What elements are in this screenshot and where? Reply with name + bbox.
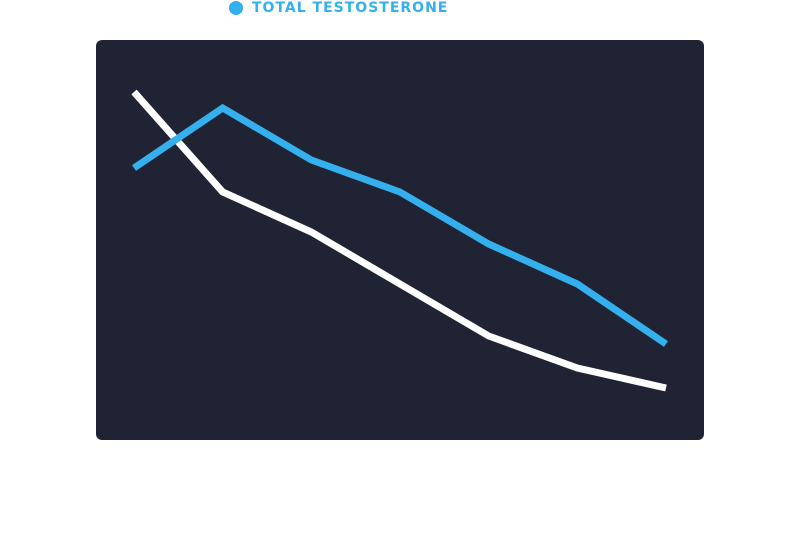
legend-label: TOTAL TESTOSTERONE bbox=[252, 0, 448, 16]
plot-background bbox=[96, 40, 704, 440]
legend-marker bbox=[229, 1, 243, 15]
line bbox=[132, 103, 668, 347]
line bbox=[131, 89, 667, 392]
